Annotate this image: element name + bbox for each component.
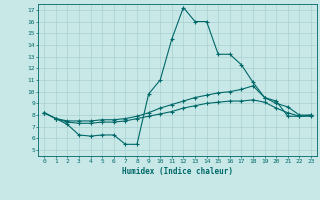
X-axis label: Humidex (Indice chaleur): Humidex (Indice chaleur): [122, 167, 233, 176]
